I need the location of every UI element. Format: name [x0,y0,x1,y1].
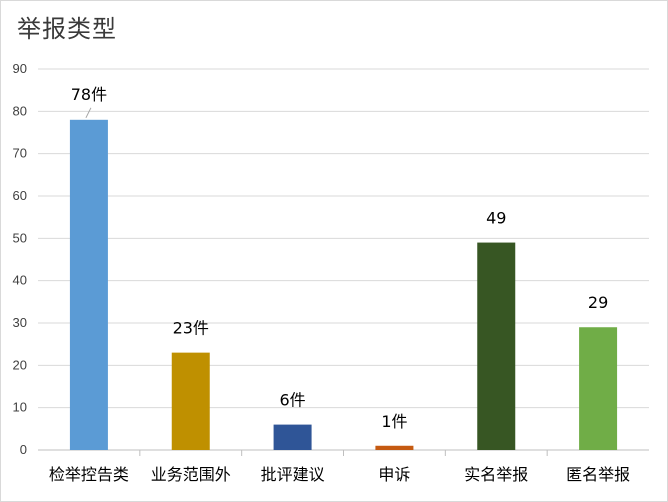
bar [579,327,618,450]
chart-title: 举报类型 [17,15,117,43]
category-label: 实名举报 [464,465,528,484]
gridlines [38,68,649,456]
y-tick-label: 10 [13,400,27,415]
category-label: 业务范围外 [151,465,231,484]
bar [273,424,312,450]
category-label: 匿名举报 [566,465,630,484]
data-label: 1件 [381,412,407,431]
y-tick-label: 50 [13,230,27,245]
y-tick-label: 80 [13,103,27,118]
bars [69,119,618,451]
data-label: 49 [486,209,506,228]
bar [69,119,108,451]
y-tick-label: 30 [13,315,27,330]
category-label: 批评建议 [261,465,325,484]
data-label: 6件 [279,391,305,410]
y-tick-label: 90 [13,61,27,76]
y-tick-label: 20 [13,357,27,372]
bar [375,445,414,450]
data-label: 29 [588,293,608,312]
category-label: 检举控告类 [49,465,129,484]
y-tick-label: 40 [13,273,27,288]
y-tick-label: 0 [20,442,27,457]
bar [171,352,210,450]
leader-line [85,107,92,119]
data-label: 78件 [71,85,107,104]
y-tick-label: 70 [13,146,27,161]
bar [477,242,516,450]
data-label: 23件 [173,319,209,338]
y-tick-label: 60 [13,188,27,203]
category-label: 申诉 [378,465,410,484]
